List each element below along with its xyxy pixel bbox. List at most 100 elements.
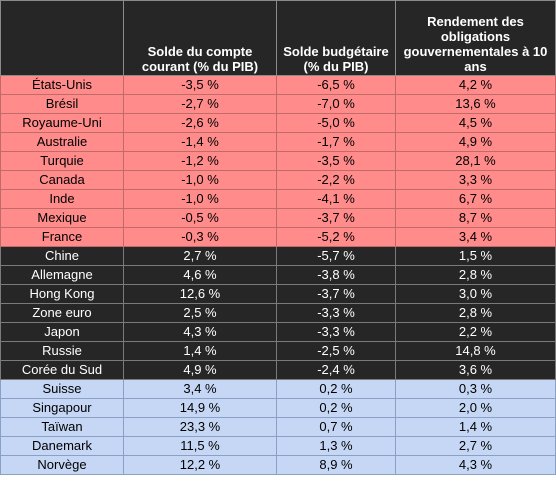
country-cell: Corée du Sud [0,360,124,380]
current-account-cell: -1,4 % [123,132,277,152]
bond-yield-cell: 3,0 % [395,284,556,304]
bond-yield-cell: 8,7 % [395,208,556,228]
table-row: Mexique -0,5 % -3,7 % 8,7 % [0,208,556,228]
table-row: Chine 2,7 % -5,7 % 1,5 % [0,246,556,266]
budget-balance-cell: -7,0 % [276,94,396,114]
country-cell: Allemagne [0,265,124,285]
country-cell: Turquie [0,151,124,171]
table-row: Russie 1,4 % -2,5 % 14,8 % [0,341,556,361]
country-cell: Inde [0,189,124,209]
table-row: Norvège 12,2 % 8,9 % 4,3 % [0,455,556,475]
country-cell: Japon [0,322,124,342]
current-account-cell: 11,5 % [123,436,277,456]
table-row: Corée du Sud 4,9 % -2,4 % 3,6 % [0,360,556,380]
country-cell: Canada [0,170,124,190]
current-account-cell: -3,5 % [123,75,277,95]
table-row: Danemark 11,5 % 1,3 % 2,7 % [0,436,556,456]
bond-yield-cell: 1,5 % [395,246,556,266]
table-row: Japon 4,3 % -3,3 % 2,2 % [0,322,556,342]
budget-balance-cell: -2,5 % [276,341,396,361]
bond-yield-cell: 2,7 % [395,436,556,456]
current-account-cell: -1,2 % [123,151,277,171]
table-row: Canada -1,0 % -2,2 % 3,3 % [0,170,556,190]
budget-balance-cell: -3,7 % [276,208,396,228]
current-account-cell: -2,7 % [123,94,277,114]
table-row: Suisse 3,4 % 0,2 % 0,3 % [0,379,556,399]
header-row: Solde du compte courant (% du PIB) Solde… [0,0,556,76]
current-account-cell: 2,7 % [123,246,277,266]
current-account-cell: -0,3 % [123,227,277,247]
bond-yield-cell: 2,8 % [395,303,556,323]
country-cell: États-Unis [0,75,124,95]
bond-yield-cell: 4,5 % [395,113,556,133]
budget-balance-cell: -2,4 % [276,360,396,380]
current-account-cell: 2,5 % [123,303,277,323]
table-row: France -0,3 % -5,2 % 3,4 % [0,227,556,247]
bond-yield-cell: 14,8 % [395,341,556,361]
table-row: Allemagne 4,6 % -3,8 % 2,8 % [0,265,556,285]
budget-balance-cell: -2,2 % [276,170,396,190]
current-account-cell: -2,6 % [123,113,277,133]
table-row: États-Unis -3,5 % -6,5 % 4,2 % [0,75,556,95]
table-row: Taïwan 23,3 % 0,7 % 1,4 % [0,417,556,437]
country-cell: Chine [0,246,124,266]
budget-balance-cell: -3,7 % [276,284,396,304]
table-row: Australie -1,4 % -1,7 % 4,9 % [0,132,556,152]
table-row: Inde -1,0 % -4,1 % 6,7 % [0,189,556,209]
current-account-cell: 3,4 % [123,379,277,399]
bond-yield-cell: 13,6 % [395,94,556,114]
table-body: États-Unis -3,5 % -6,5 % 4,2 % Brésil -2,7 % -… [0,75,556,475]
table-row: Singapour 14,9 % 0,2 % 2,0 % [0,398,556,418]
country-cell: Taïwan [0,417,124,437]
budget-balance-cell: -5,2 % [276,227,396,247]
country-cell: Singapour [0,398,124,418]
header-country [0,0,124,76]
budget-balance-cell: -3,3 % [276,322,396,342]
table-row: Zone euro 2,5 % -3,3 % 2,8 % [0,303,556,323]
current-account-cell: -0,5 % [123,208,277,228]
budget-balance-cell: 0,7 % [276,417,396,437]
bond-yield-cell: 4,2 % [395,75,556,95]
table-row: Brésil -2,7 % -7,0 % 13,6 % [0,94,556,114]
country-cell: Hong Kong [0,284,124,304]
table-row: Royaume-Uni -2,6 % -5,0 % 4,5 % [0,113,556,133]
country-cell: Mexique [0,208,124,228]
bond-yield-cell: 1,4 % [395,417,556,437]
table-header: Solde du compte courant (% du PIB) Solde… [0,0,556,76]
bond-yield-cell: 2,0 % [395,398,556,418]
header-current-account: Solde du compte courant (% du PIB) [123,0,277,76]
bond-yield-cell: 0,3 % [395,379,556,399]
bond-yield-cell: 2,2 % [395,322,556,342]
bond-yield-cell: 4,3 % [395,455,556,475]
country-cell: Royaume-Uni [0,113,124,133]
budget-balance-cell: 1,3 % [276,436,396,456]
budget-balance-cell: 0,2 % [276,379,396,399]
current-account-cell: -1,0 % [123,189,277,209]
budget-balance-cell: -3,8 % [276,265,396,285]
table-row: Turquie -1,2 % -3,5 % 28,1 % [0,151,556,171]
country-cell: France [0,227,124,247]
bond-yield-cell: 3,4 % [395,227,556,247]
current-account-cell: 14,9 % [123,398,277,418]
country-cell: Brésil [0,94,124,114]
bond-yield-cell: 3,3 % [395,170,556,190]
current-account-cell: 4,6 % [123,265,277,285]
bond-yield-cell: 4,9 % [395,132,556,152]
current-account-cell: 4,9 % [123,360,277,380]
current-account-cell: -1,0 % [123,170,277,190]
country-cell: Russie [0,341,124,361]
table-row: Hong Kong 12,6 % -3,7 % 3,0 % [0,284,556,304]
bond-yield-cell: 6,7 % [395,189,556,209]
budget-balance-cell: -4,1 % [276,189,396,209]
budget-balance-cell: -6,5 % [276,75,396,95]
bond-yield-cell: 3,6 % [395,360,556,380]
current-account-cell: 4,3 % [123,322,277,342]
budget-balance-cell: -5,7 % [276,246,396,266]
country-cell: Norvège [0,455,124,475]
country-cell: Zone euro [0,303,124,323]
budget-balance-cell: -1,7 % [276,132,396,152]
budget-balance-cell: 8,9 % [276,455,396,475]
header-bond-yield: Rendement des obligations gouvernemental… [395,0,556,76]
bond-yield-cell: 28,1 % [395,151,556,171]
budget-balance-cell: -3,3 % [276,303,396,323]
